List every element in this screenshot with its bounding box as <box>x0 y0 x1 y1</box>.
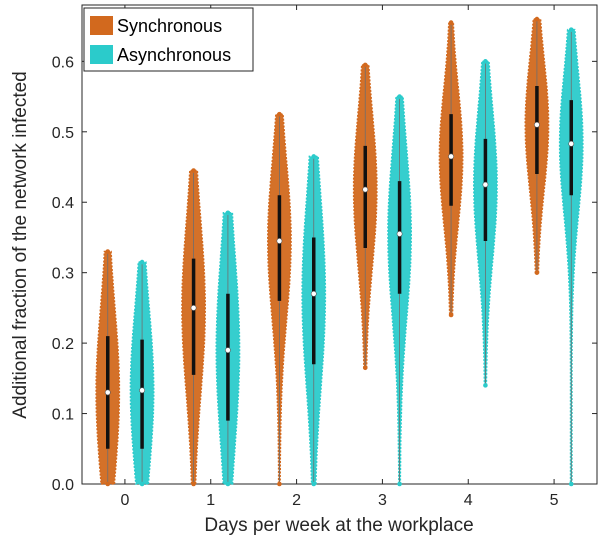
outlier-min-asynchronous <box>568 481 574 487</box>
y-axis-title: Additional fraction of the network infec… <box>10 71 31 418</box>
outlier-min-asynchronous <box>225 481 231 487</box>
y-tick-label: 0.5 <box>52 125 74 142</box>
outlier-min-asynchronous <box>397 481 402 487</box>
x-tick-label: 4 <box>464 492 473 509</box>
x-tick-label: 0 <box>120 492 129 509</box>
legend-label-synchronous: Synchronous <box>117 16 222 36</box>
outlier-max-asynchronous <box>397 94 402 99</box>
outlier-min-asynchronous <box>483 383 488 388</box>
outlier-max-synchronous <box>362 62 368 68</box>
outlier-max-synchronous <box>534 16 540 22</box>
outlier-min-asynchronous <box>139 481 145 487</box>
outlier-min-synchronous <box>362 365 368 371</box>
median-point-asynchronous <box>396 231 403 237</box>
median-point-asynchronous <box>139 387 145 394</box>
x-tick-label: 5 <box>550 492 559 509</box>
x-tick-label: 2 <box>292 492 301 509</box>
outlier-max-synchronous <box>105 249 111 254</box>
outlier-min-synchronous <box>448 312 454 318</box>
y-tick-label: 0.0 <box>52 477 74 494</box>
y-tick-label: 0.3 <box>52 266 74 283</box>
outlier-min-synchronous <box>277 481 282 487</box>
legend-swatch-synchronous <box>90 16 113 35</box>
median-point-synchronous <box>104 389 111 396</box>
median-point-asynchronous <box>310 290 317 297</box>
y-tick-label: 0.1 <box>52 407 74 424</box>
legend: Synchronous Asynchronous <box>83 7 254 72</box>
median-point-synchronous <box>362 186 369 193</box>
median-point-asynchronous <box>225 347 231 354</box>
x-tick-label: 3 <box>378 492 387 509</box>
x-tick-label: 1 <box>206 492 215 509</box>
outlier-max-asynchronous <box>568 27 574 32</box>
outlier-max-asynchronous <box>225 210 231 216</box>
outlier-max-asynchronous <box>311 154 317 159</box>
plot-area <box>81 4 598 485</box>
legend-label-asynchronous: Asynchronous <box>117 45 231 65</box>
median-point-asynchronous <box>482 181 489 188</box>
outlier-min-synchronous <box>105 481 111 487</box>
median-point-synchronous <box>190 304 197 311</box>
ticks-group: 0 1 2 3 4 5 0.0 0.1 0.2 0.3 0.4 0.5 0.6 <box>52 5 597 509</box>
outlier-max-synchronous <box>277 111 282 117</box>
outlier-min-asynchronous <box>311 481 317 487</box>
median-point-synchronous <box>448 153 454 160</box>
x-axis-title: Days per week at the workplace <box>204 515 473 536</box>
outlier-max-asynchronous <box>139 259 145 265</box>
y-tick-label: 0.4 <box>52 195 74 212</box>
legend-swatch-asynchronous <box>90 45 113 64</box>
outlier-max-asynchronous <box>483 59 488 64</box>
outlier-max-synchronous <box>191 168 196 173</box>
violins-group <box>95 16 584 487</box>
outlier-min-synchronous <box>191 481 196 487</box>
outlier-min-synchronous <box>534 270 540 275</box>
median-point-synchronous <box>534 121 540 128</box>
median-point-asynchronous <box>568 140 575 147</box>
y-tick-label: 0.2 <box>52 336 74 353</box>
y-tick-label: 0.6 <box>52 54 74 71</box>
outlier-max-synchronous <box>448 20 454 25</box>
median-point-synchronous <box>276 238 283 244</box>
